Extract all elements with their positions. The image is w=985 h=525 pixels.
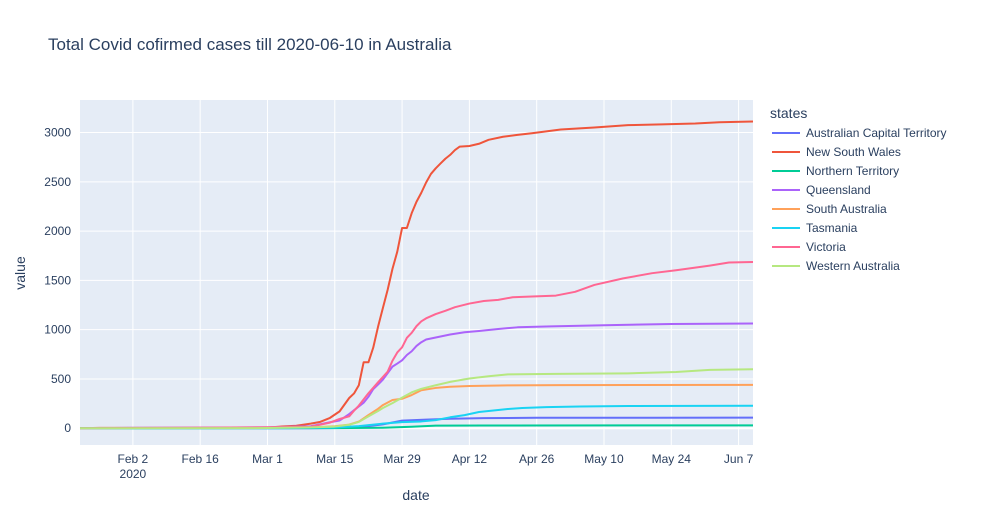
series-line-western-australia <box>79 368 754 430</box>
legend-label: Victoria <box>806 240 846 254</box>
legend-item-northern-territory[interactable]: Northern Territory <box>772 164 899 178</box>
legend-items: Australian Capital Territory New South Wa… <box>772 126 947 273</box>
y-tick-label: 1500 <box>44 273 71 287</box>
plot-area <box>79 100 754 445</box>
x-tick-label: Mar 1 <box>252 452 283 466</box>
legend-label: Queensland <box>806 183 871 197</box>
y-tick-label: 500 <box>51 372 71 386</box>
x-tick-label: Feb 16 <box>181 452 219 466</box>
plot-background <box>80 100 753 445</box>
series-line-new-south-wales <box>79 120 754 430</box>
gridlines <box>80 100 753 445</box>
series-line-victoria <box>79 260 754 430</box>
y-axis-title: value <box>12 256 28 290</box>
legend-title: states <box>770 105 807 121</box>
y-tick-label: 0 <box>64 421 71 435</box>
y-tick-label: 2500 <box>44 175 71 189</box>
legend-label: Western Australia <box>806 259 900 273</box>
legend-item-western-australia[interactable]: Western Australia <box>772 259 900 273</box>
y-tick-label: 1000 <box>44 323 71 337</box>
y-tick-label: 3000 <box>44 126 71 140</box>
legend-item-australian-capital-territory[interactable]: Australian Capital Territory <box>772 126 947 140</box>
legend-label: South Australia <box>806 202 887 216</box>
legend-label: Tasmania <box>806 221 858 235</box>
x-tick-label: Mar 15 <box>316 452 354 466</box>
x-tick-label: May 10 <box>584 452 624 466</box>
series-lines <box>79 120 754 430</box>
series-line-tasmania <box>79 404 754 430</box>
legend-item-south-australia[interactable]: South Australia <box>772 202 887 216</box>
legend-item-queensland[interactable]: Queensland <box>772 183 871 197</box>
x-tick-label: Jun 7 <box>724 452 754 466</box>
x-tick-label: May 24 <box>652 452 692 466</box>
legend-item-tasmania[interactable]: Tasmania <box>772 221 858 235</box>
x-tick-label: Apr 12 <box>452 452 488 466</box>
legend-label: Northern Territory <box>806 164 899 178</box>
x-tick-sublabel: 2020 <box>120 467 147 481</box>
legend-item-new-south-wales[interactable]: New South Wales <box>772 145 901 159</box>
legend-item-victoria[interactable]: Victoria <box>772 240 846 254</box>
y-axis-ticks: 0 500 1000 1500 2000 2500 3000 <box>44 126 71 436</box>
x-tick-label: Apr 26 <box>519 452 555 466</box>
chart-title: Total Covid cofirmed cases till 2020-06-… <box>48 35 452 54</box>
legend-label: Australian Capital Territory <box>806 126 947 140</box>
legend-label: New South Wales <box>806 145 901 159</box>
x-tick-label: Feb 2 <box>118 452 149 466</box>
legend: states Australian Capital Territory New S… <box>770 105 947 273</box>
x-axis-title: date <box>402 487 429 503</box>
x-tick-label: Mar 29 <box>383 452 421 466</box>
y-tick-label: 2000 <box>44 224 71 238</box>
